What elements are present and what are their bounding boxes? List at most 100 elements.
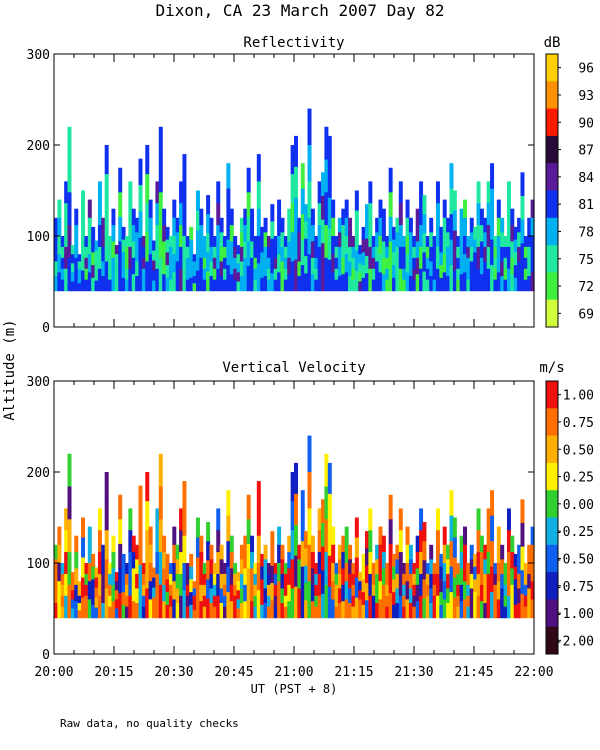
velocity-data-cell: [219, 588, 224, 604]
reflectivity-data-cell: [236, 281, 241, 292]
reflectivity-data-cell: [496, 272, 501, 292]
velocity-data-cell: [94, 567, 99, 579]
reflectivity-data-cell: [121, 226, 126, 241]
velocity-data-cell: [216, 530, 221, 553]
reflectivity-data-cell: [246, 216, 251, 243]
velocity-data-cell: [317, 552, 322, 575]
reflectivity-data-cell: [165, 252, 170, 266]
reflectivity-data-cell: [101, 217, 106, 233]
reflectivity-data-cell: [378, 236, 383, 255]
velocity-data-cell: [490, 515, 495, 542]
velocity-data-cell: [469, 544, 474, 560]
velocity-data-cell: [182, 508, 187, 537]
reflectivity-data-cell: [101, 276, 106, 292]
reflectivity-data-cell: [496, 254, 501, 273]
reflectivity-data-cell: [476, 181, 481, 204]
velocity-data-cell: [239, 588, 244, 604]
velocity-data-cell: [412, 573, 417, 586]
velocity-data-cell: [425, 563, 430, 575]
reflectivity-data-cell: [412, 257, 417, 270]
velocity-data-cell: [111, 584, 116, 602]
reflectivity-data-cell: [435, 225, 440, 248]
reflectivity-data-cell: [490, 239, 495, 266]
velocity-data-cell: [327, 524, 332, 557]
velocity-data-cell: [226, 592, 231, 619]
velocity-data-cell: [412, 563, 417, 575]
velocity-data-cell: [70, 608, 75, 619]
velocity-data-cell: [195, 537, 200, 559]
velocity-data-cell: [172, 544, 177, 564]
velocity-data-cell: [496, 563, 501, 582]
reflectivity-data-cell: [351, 236, 356, 248]
velocity-data-cell: [74, 601, 79, 619]
velocity-data-cell: [334, 584, 339, 597]
reflectivity-data-cell: [486, 203, 491, 226]
velocity-data-cell: [429, 544, 434, 560]
velocity-data-cell: [334, 606, 339, 619]
velocity-data-cell: [266, 595, 271, 608]
velocity-data-cell: [442, 563, 447, 582]
velocity-data-cell: [297, 559, 302, 575]
velocity-data-cell: [212, 584, 217, 597]
reflectivity-data-cell: [253, 246, 258, 259]
reflectivity-data-cell: [256, 154, 261, 182]
reflectivity-data-cell: [466, 236, 471, 248]
reflectivity-data-cell: [280, 276, 285, 292]
reflectivity-data-cell: [398, 268, 403, 292]
velocity-data-cell: [354, 597, 359, 619]
reflectivity-data-cell: [185, 268, 190, 281]
velocity-data-cell: [216, 573, 221, 597]
velocity-data-cell: [223, 563, 227, 575]
reflectivity-data-cell: [425, 268, 430, 281]
velocity-x-tick-label: 20:45: [214, 665, 253, 680]
reflectivity-data-cell: [145, 145, 150, 175]
reflectivity-data-cell: [449, 214, 454, 241]
velocity-data-cell: [101, 603, 106, 619]
velocity-colorbar-cell: [546, 490, 558, 518]
reflectivity-data-cell: [331, 272, 336, 292]
reflectivity-data-cell: [77, 283, 82, 292]
reflectivity-data-cell: [223, 236, 227, 248]
velocity-data-cell: [199, 552, 204, 570]
reflectivity-data-cell: [185, 236, 190, 248]
reflectivity-colorbar-cell: [546, 299, 558, 328]
velocity-data-cell: [469, 573, 474, 590]
velocity-data-cell: [517, 544, 522, 560]
reflectivity-data-cell: [321, 219, 326, 244]
velocity-data-cell: [148, 599, 153, 619]
reflectivity-data-cell: [371, 279, 376, 292]
reflectivity-colorbar-cell: [546, 135, 558, 164]
velocity-data-cell: [243, 535, 248, 553]
reflectivity-data-cell: [290, 174, 295, 204]
velocity-data-cell: [290, 559, 295, 590]
velocity-x-tick-label: 21:15: [334, 665, 373, 680]
velocity-data-cell: [138, 538, 143, 566]
velocity-data-cell: [199, 601, 204, 619]
reflectivity-data-cell: [229, 241, 234, 259]
reflectivity-data-cell: [510, 241, 515, 259]
velocity-data-cell: [189, 553, 194, 568]
velocity-data-cell: [141, 573, 146, 586]
reflectivity-data-cell: [199, 274, 204, 292]
reflectivity-data-cell: [219, 261, 224, 277]
velocity-data-cell: [239, 603, 244, 619]
velocity-data-cell: [77, 595, 82, 604]
velocity-data-cell: [253, 606, 258, 619]
velocity-data-cell: [57, 581, 62, 600]
reflectivity-data-cell: [419, 268, 424, 292]
velocity-data-cell: [496, 544, 501, 564]
reflectivity-data-cell: [523, 279, 528, 292]
velocity-data-cell: [81, 597, 86, 619]
velocity-data-cell: [364, 531, 369, 550]
reflectivity-data-cell: [280, 246, 285, 263]
reflectivity-data-cell: [344, 236, 349, 255]
reflectivity-data-cell: [476, 268, 481, 292]
velocity-data-cell: [469, 588, 474, 604]
velocity-data-cell: [476, 530, 481, 553]
reflectivity-data-cell: [405, 272, 410, 292]
reflectivity-data-cell: [321, 243, 326, 268]
reflectivity-data-cell: [74, 241, 79, 259]
reflectivity-data-cell: [277, 254, 282, 273]
velocity-data-cell: [253, 563, 258, 575]
velocity-data-cell: [506, 595, 511, 619]
